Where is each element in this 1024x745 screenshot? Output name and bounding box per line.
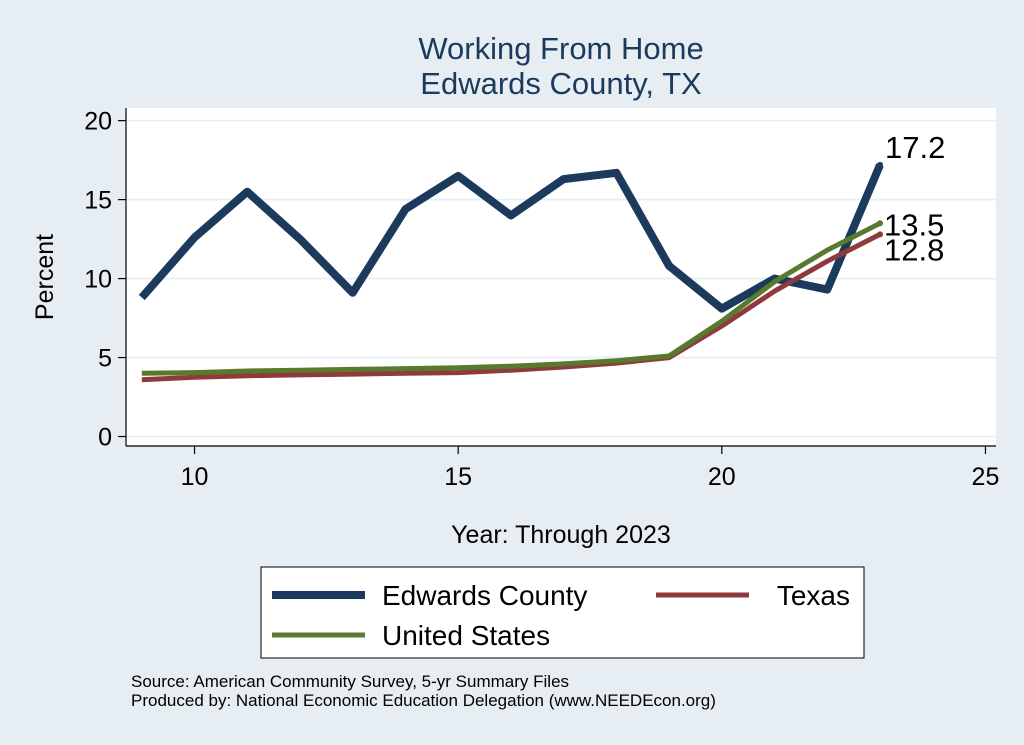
legend-label: United States (382, 620, 550, 651)
x-axis-label: Year: Through 2023 (451, 521, 671, 549)
y-tick-label: 0 (98, 424, 112, 452)
x-tick-label: 10 (181, 463, 209, 491)
grid-lines (126, 119, 996, 438)
x-tick-label: 15 (444, 463, 472, 491)
x-tick-label: 25 (972, 463, 1000, 491)
series-end-marker (877, 220, 883, 227)
y-tick-label: 20 (84, 108, 112, 136)
axes: 0 5 10 15 20 10 15 20 25 (84, 108, 999, 491)
y-axis-label: Percent (31, 234, 59, 320)
y-tick-label: 10 (84, 266, 112, 294)
end-labels: 17.2 12.813.5 (884, 130, 945, 267)
series-end-marker (877, 161, 883, 168)
legend-label: Edwards County (382, 580, 587, 611)
series-line-texas (141, 232, 882, 383)
series-line-edwards-county (138, 163, 884, 313)
end-label: 13.5 (884, 207, 944, 242)
y-tick-label: 5 (98, 345, 112, 373)
plot-area (126, 108, 996, 446)
end-label: 17.2 (885, 130, 945, 165)
legend-label: Texas (777, 580, 850, 611)
series-line-united-states (141, 221, 882, 376)
source-line: Source: American Community Survey, 5-yr … (131, 672, 570, 691)
end-label: 12.8 (884, 232, 944, 267)
chart-subtitle: Edwards County, TX (420, 66, 702, 101)
source-note: Source: American Community Survey, 5-yr … (131, 672, 716, 710)
y-tick-label: 15 (84, 187, 112, 215)
series-end-marker (877, 231, 883, 238)
x-tick-label: 20 (708, 463, 736, 491)
legend-box (260, 566, 865, 659)
legend: Edwards County Texas United States (260, 566, 865, 659)
chart-title: Working From Home (418, 31, 703, 66)
series-lines (138, 161, 884, 383)
producer-line: Produced by: National Economic Education… (131, 691, 716, 710)
